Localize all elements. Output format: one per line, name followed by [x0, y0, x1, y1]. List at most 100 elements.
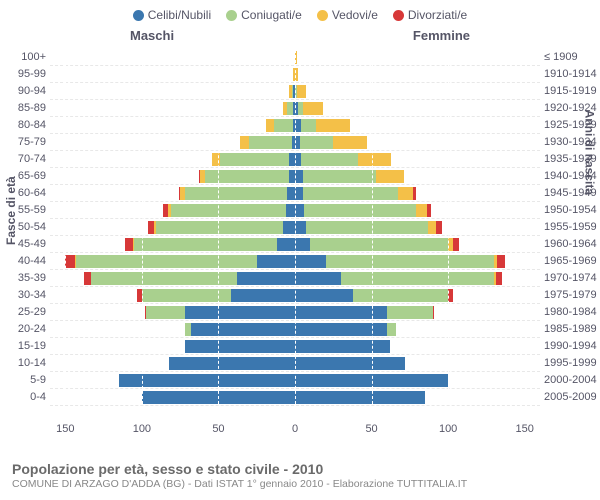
bar-male [84, 272, 295, 285]
segment [416, 204, 427, 217]
legend-label: Vedovi/e [332, 8, 378, 22]
age-label: 35-39 [0, 270, 46, 287]
year-label: 2000-2004 [544, 372, 600, 389]
bar-female [295, 153, 391, 166]
gridline [448, 45, 449, 419]
year-label: 1995-1999 [544, 355, 600, 372]
age-label: 75-79 [0, 134, 46, 151]
segment [185, 187, 288, 200]
age-label: 45-49 [0, 236, 46, 253]
x-tick: 100 [133, 423, 151, 435]
segment [341, 272, 494, 285]
segment [295, 204, 304, 217]
year-label: 1955-1959 [544, 219, 600, 236]
year-label: 1990-1994 [544, 338, 600, 355]
age-label: 55-59 [0, 202, 46, 219]
segment [191, 323, 295, 336]
male-header: Maschi [130, 28, 174, 43]
legend-item: Celibi/Nubili [133, 8, 211, 22]
year-label: 1985-1989 [544, 321, 600, 338]
age-label: 90-94 [0, 83, 46, 100]
pyramid-chart: 15010050050100150 [50, 45, 540, 440]
bar-male [137, 289, 295, 302]
segment [300, 136, 334, 149]
bar-female [295, 255, 505, 268]
x-tick: 50 [212, 423, 224, 435]
chart-footer: Popolazione per età, sesso e stato civil… [12, 461, 588, 490]
bar-male [169, 357, 295, 370]
segment [249, 136, 292, 149]
segment [496, 272, 502, 285]
bar-female [295, 289, 453, 302]
legend-dot [226, 10, 237, 21]
segment [287, 187, 295, 200]
footer-title: Popolazione per età, sesso e stato civil… [12, 461, 588, 477]
year-label: 1945-1949 [544, 185, 600, 202]
segment [301, 153, 358, 166]
x-tick: 150 [56, 423, 74, 435]
segment [398, 187, 413, 200]
legend-dot [393, 10, 404, 21]
year-label: 1965-1969 [544, 253, 600, 270]
bar-female [295, 391, 425, 404]
bar-male [179, 187, 295, 200]
bar-male [283, 102, 295, 115]
segment [185, 306, 295, 319]
x-tick: 50 [365, 423, 377, 435]
bar-male [212, 153, 295, 166]
segment [427, 204, 432, 217]
segment [266, 119, 274, 132]
year-label: 1920-1924 [544, 100, 600, 117]
bar-male [145, 306, 295, 319]
legend-item: Divorziati/e [393, 8, 467, 22]
segment [283, 221, 295, 234]
bar-male [125, 238, 295, 251]
gridline [372, 45, 373, 419]
segment [142, 289, 231, 302]
bar-female [295, 187, 416, 200]
segment [297, 85, 306, 98]
segment [303, 187, 398, 200]
age-label: 50-54 [0, 219, 46, 236]
segment [353, 289, 448, 302]
age-label: 95-99 [0, 66, 46, 83]
year-label: 1980-1984 [544, 304, 600, 321]
segment [295, 221, 306, 234]
segment [205, 170, 289, 183]
bar-female [295, 170, 404, 183]
segment [303, 170, 377, 183]
segment [295, 170, 303, 183]
segment [240, 136, 249, 149]
segment [65, 255, 74, 268]
legend-label: Coniugati/e [241, 8, 302, 22]
year-label: 1930-1934 [544, 134, 600, 151]
legend-label: Divorziati/e [408, 8, 467, 22]
age-label: 0-4 [0, 389, 46, 406]
age-label: 65-69 [0, 168, 46, 185]
bar-female [295, 136, 367, 149]
bar-female [295, 272, 502, 285]
y-axis-left: 100+95-9990-9485-8980-8475-7970-7465-696… [0, 45, 48, 440]
age-label: 5-9 [0, 372, 46, 389]
footer-subtitle: COMUNE DI ARZAGO D'ADDA (BG) - Dati ISTA… [12, 478, 588, 490]
year-label: 1940-1944 [544, 168, 600, 185]
segment [326, 255, 494, 268]
bar-female [295, 221, 442, 234]
segment [257, 255, 295, 268]
year-label: 1975-1979 [544, 287, 600, 304]
segment [310, 238, 448, 251]
legend-dot [317, 10, 328, 21]
segment [274, 119, 294, 132]
segment [301, 119, 316, 132]
year-label: 1950-1954 [544, 202, 600, 219]
bar-male [185, 340, 295, 353]
segment [146, 306, 184, 319]
segment [376, 170, 404, 183]
legend-dot [133, 10, 144, 21]
bar-female [295, 323, 396, 336]
segment [295, 238, 310, 251]
segment [316, 119, 350, 132]
gridline [218, 45, 219, 419]
age-label: 10-14 [0, 355, 46, 372]
year-label: 2005-2009 [544, 389, 600, 406]
